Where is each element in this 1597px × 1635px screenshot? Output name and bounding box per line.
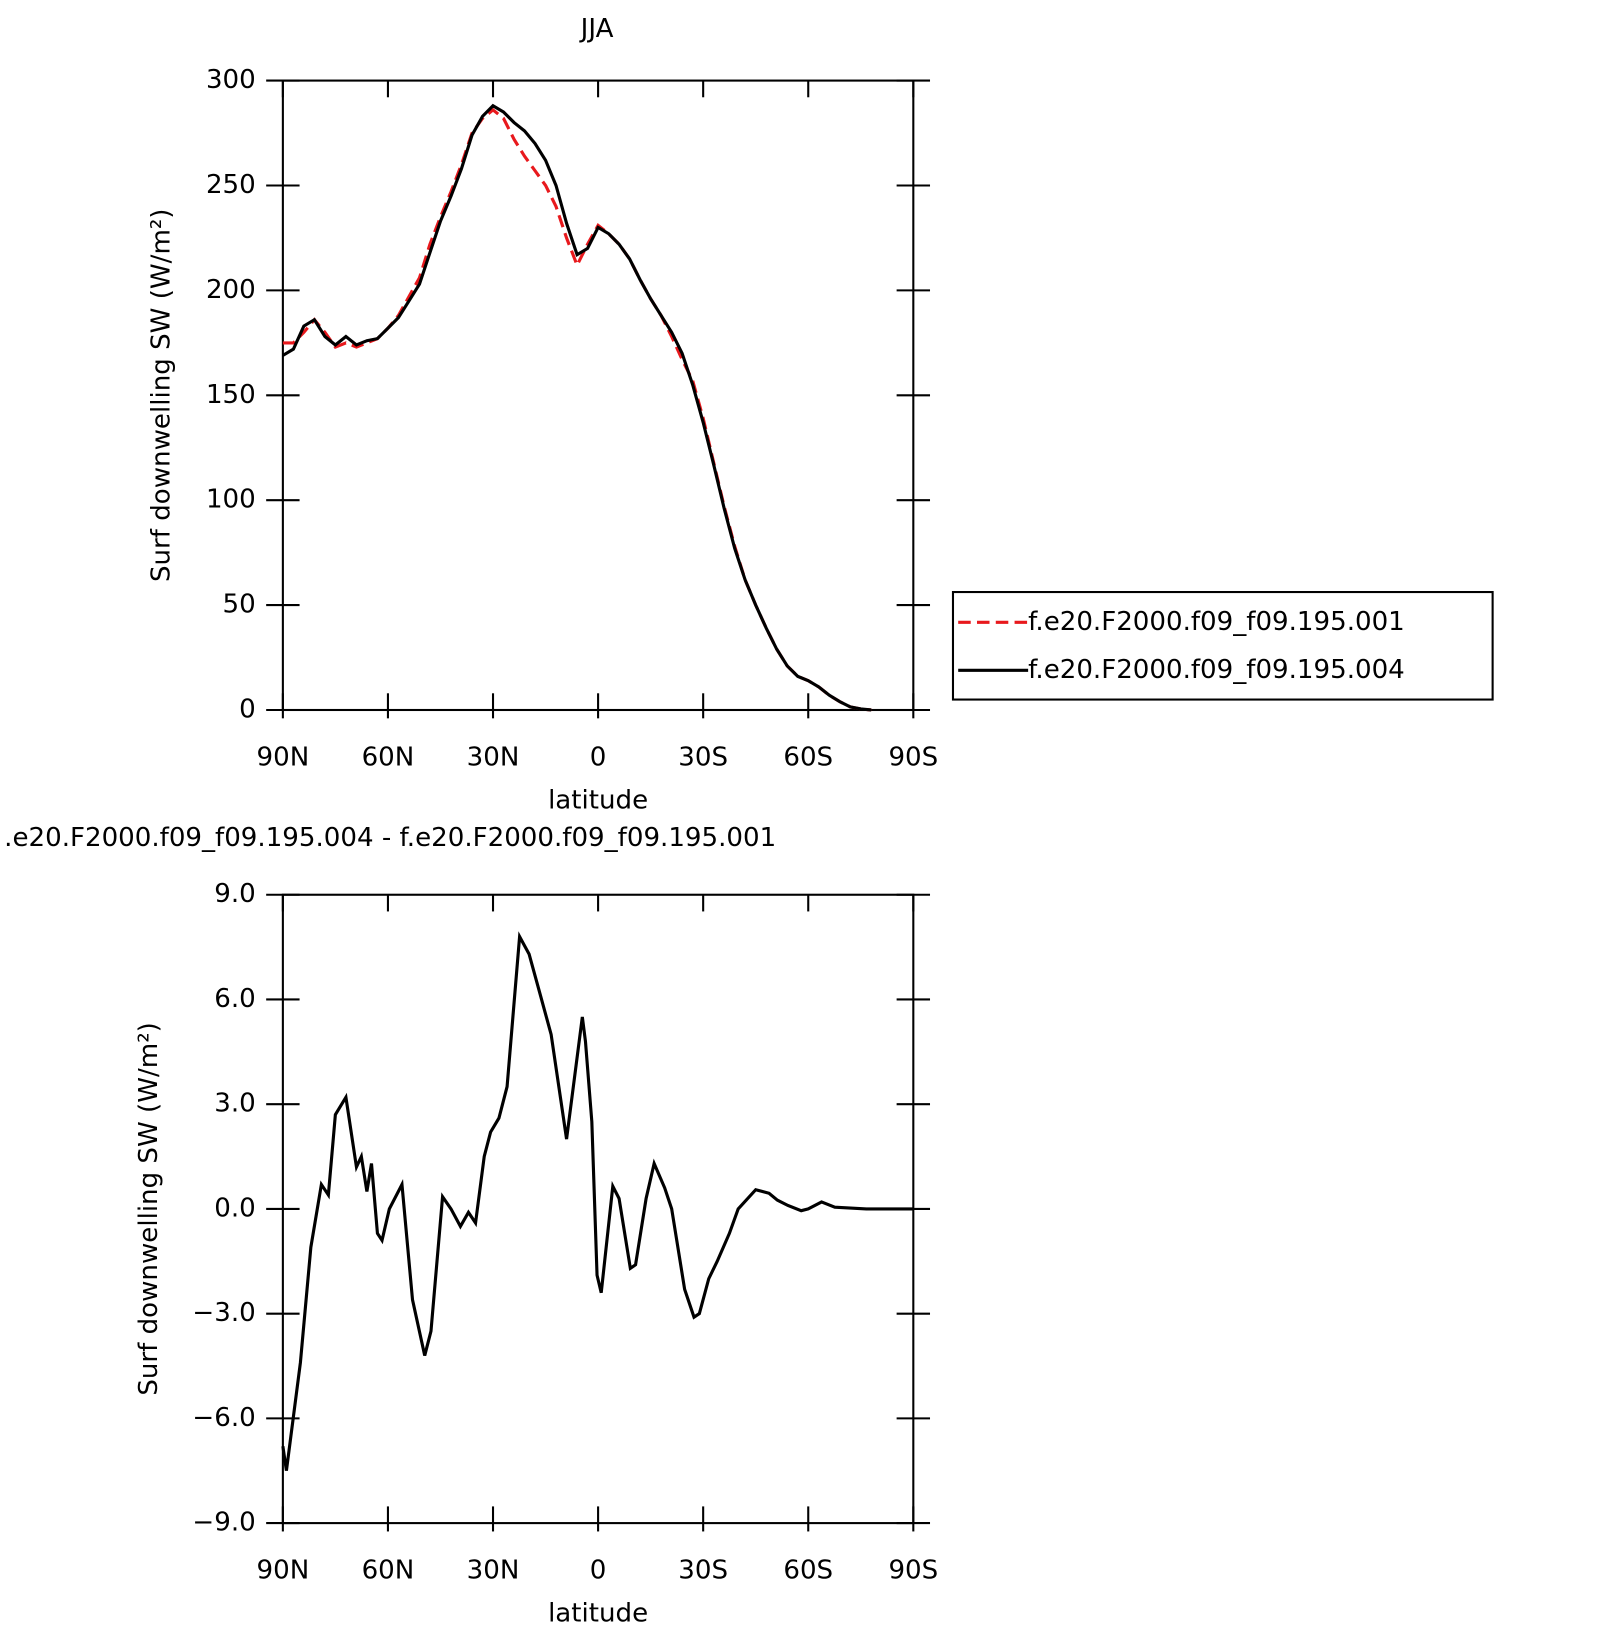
x-tick-label: 60N (362, 1556, 415, 1586)
series-line (282, 103, 872, 712)
x-tick-label: 60S (783, 743, 833, 773)
y-tick-label: 200 (206, 275, 256, 305)
series-line (282, 107, 872, 712)
legend-box (951, 590, 1494, 701)
y-tick-label: 6.0 (214, 984, 255, 1014)
x-tick-label: 60S (783, 1556, 833, 1586)
x-tick-label: 90N (257, 743, 310, 773)
y-tick-label: 0.0 (214, 1193, 255, 1223)
y-tick-label: 300 (206, 65, 256, 95)
y-tick-label: −6.0 (192, 1403, 255, 1433)
y-tick-label: −3.0 (192, 1298, 255, 1328)
chart-title: .e20.F2000.f09_f09.195.004 - f.e20.F2000… (4, 823, 776, 853)
y-tick-label: 50 (223, 590, 256, 620)
x-tick-label: 0 (590, 1556, 607, 1586)
x-tick-label: 60N (362, 743, 415, 773)
x-tick-label: 0 (590, 743, 607, 773)
x-tick-label: 90N (257, 1556, 310, 1586)
plot-frame (281, 79, 915, 712)
plot-frame (281, 893, 915, 1525)
x-tick-label: 30S (678, 1556, 728, 1586)
x-tick-label: 30N (467, 743, 520, 773)
x-tick-label: 30N (467, 1556, 520, 1586)
y-axis-label: Surf downwelling SW (W/m²) (146, 209, 176, 583)
x-tick-label: 90S (888, 743, 938, 773)
x-tick-label: 90S (888, 1556, 938, 1586)
y-tick-label: −9.0 (192, 1508, 255, 1538)
y-tick-label: 150 (206, 380, 256, 410)
y-tick-label: 9.0 (214, 879, 255, 909)
x-axis-label: latitude (548, 1598, 648, 1628)
series-line (281, 931, 914, 1471)
y-axis-label: Surf downwelling SW (W/m²) (134, 1022, 164, 1396)
x-axis-label: latitude (548, 785, 648, 815)
legend-label: f.e20.F2000.f09_f09.195.001 (1028, 607, 1405, 637)
y-tick-label: 250 (206, 170, 256, 200)
y-tick-label: 0 (239, 694, 256, 724)
legend-label: f.e20.F2000.f09_f09.195.004 (1028, 655, 1405, 685)
y-tick-label: 3.0 (214, 1089, 255, 1119)
chart-title: JJA (579, 14, 614, 44)
x-tick-label: 30S (678, 743, 728, 773)
y-tick-label: 100 (206, 485, 256, 515)
